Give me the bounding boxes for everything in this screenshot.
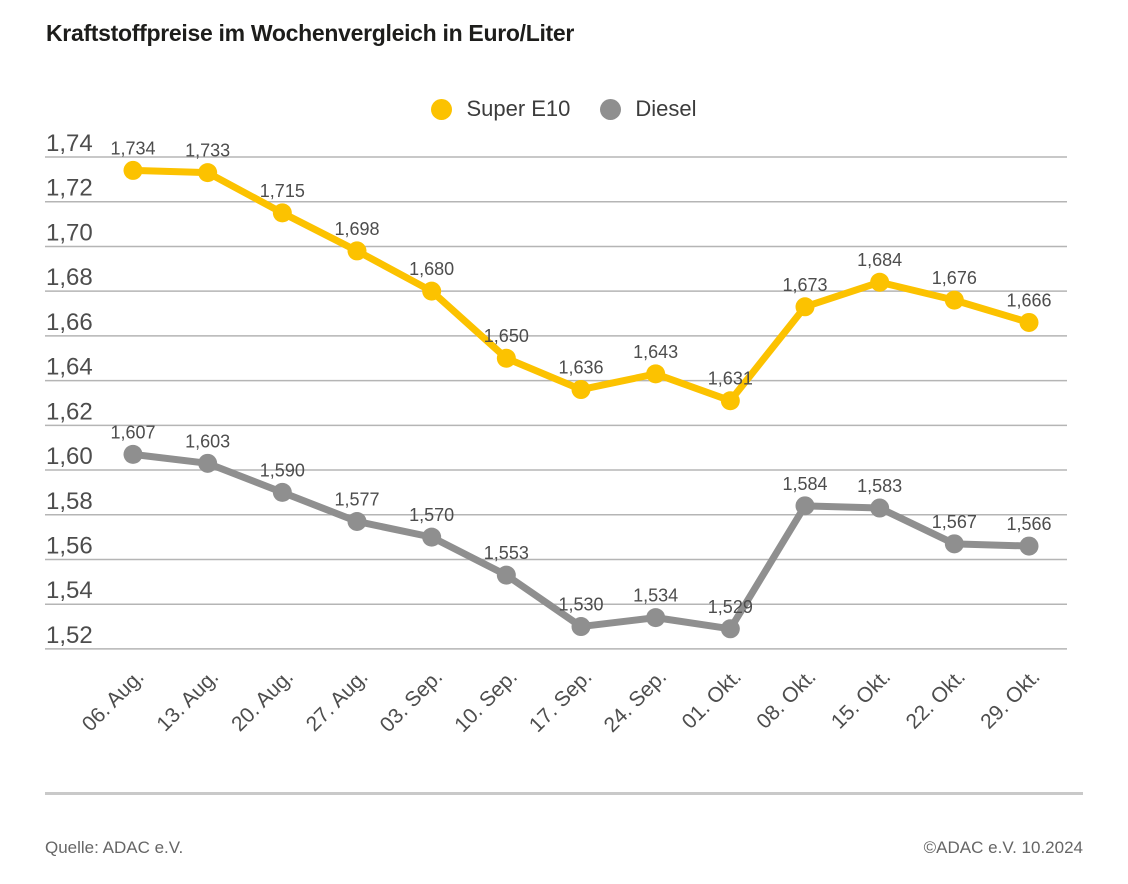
x-axis-tick-label: 15. Okt. xyxy=(827,665,895,733)
data-point-marker xyxy=(795,496,815,516)
x-axis-tick-label: 13. Aug. xyxy=(152,665,223,736)
x-axis-tick-label: 03. Sep. xyxy=(376,665,448,737)
data-point-marker xyxy=(944,534,964,554)
data-point-label: 1,530 xyxy=(558,595,603,615)
data-point-label: 1,566 xyxy=(1006,514,1051,534)
data-point-label: 1,529 xyxy=(708,597,753,617)
data-point-marker xyxy=(571,380,591,400)
data-point-label: 1,583 xyxy=(857,476,902,496)
y-axis-tick-label: 1,56 xyxy=(46,532,93,559)
data-point-label: 1,734 xyxy=(110,138,155,158)
data-point-marker xyxy=(272,203,292,223)
x-axis-tick-label: 24. Sep. xyxy=(600,665,672,737)
data-point-label: 1,553 xyxy=(484,543,529,563)
page-title: Kraftstoffpreise im Wochenvergleich in E… xyxy=(46,20,575,46)
data-point-marker xyxy=(646,364,666,384)
data-point-marker xyxy=(198,453,218,473)
data-point-marker xyxy=(272,482,292,502)
legend-item-diesel: Diesel xyxy=(600,96,697,122)
data-point-label: 1,666 xyxy=(1006,290,1051,310)
fuel-price-line-chart: 1,74 1,72 1,70 1,68 1,66 1,64 1,62 1,60 1,58 1,56… xyxy=(45,130,1067,737)
data-point-marker xyxy=(123,160,143,180)
data-point-marker xyxy=(198,163,218,183)
x-axis-tick-label: 29. Okt. xyxy=(976,665,1044,733)
y-axis-tick-label: 1,72 xyxy=(46,175,93,202)
source-text: Quelle: ADAC e.V. xyxy=(45,838,184,857)
chart-legend: Super E10 Diesel xyxy=(0,96,1128,122)
data-point-marker xyxy=(347,511,367,531)
y-axis-tick-label: 1,54 xyxy=(46,577,93,604)
x-axis-tick-label: 08. Okt. xyxy=(752,665,820,733)
data-point-marker xyxy=(870,498,890,518)
data-point-marker xyxy=(496,565,516,585)
legend-item-super-e10: Super E10 xyxy=(431,96,570,122)
data-point-marker xyxy=(422,281,442,301)
data-point-marker xyxy=(1019,312,1039,332)
legend-diesel-dot-icon xyxy=(600,98,622,120)
y-axis-tick-label: 1,60 xyxy=(46,443,93,470)
data-point-marker xyxy=(123,444,143,464)
x-axis-tick-label: 22. Okt. xyxy=(902,665,970,733)
copyright-text: ©ADAC e.V. 10.2024 xyxy=(923,838,1083,857)
data-point-label: 1,631 xyxy=(708,369,753,389)
legend-super-e10-dot-icon xyxy=(431,98,453,120)
data-point-marker xyxy=(944,290,964,310)
y-axis-tick-label: 1,66 xyxy=(46,309,93,336)
data-point-label: 1,673 xyxy=(782,275,827,295)
data-point-label: 1,698 xyxy=(334,219,379,239)
y-axis-tick-label: 1,62 xyxy=(46,398,93,425)
footer: Quelle: ADAC e.V. ©ADAC e.V. 10.2024 xyxy=(45,838,1083,858)
x-axis-tick-label: 01. Okt. xyxy=(678,665,746,733)
data-point-marker xyxy=(720,619,740,639)
footer-divider xyxy=(45,792,1083,795)
data-point-label: 1,607 xyxy=(110,422,155,442)
data-point-marker xyxy=(795,297,815,317)
data-point-label: 1,676 xyxy=(932,268,977,288)
y-axis-tick-label: 1,74 xyxy=(46,130,93,157)
x-axis-tick-label: 27. Aug. xyxy=(302,665,373,736)
legend-diesel-label: Diesel xyxy=(635,96,697,121)
data-point-label: 1,570 xyxy=(409,505,454,525)
data-point-label: 1,650 xyxy=(484,326,529,346)
legend-super-e10-label: Super E10 xyxy=(466,96,571,121)
y-axis-tick-label: 1,58 xyxy=(46,488,93,515)
data-point-marker xyxy=(1019,536,1039,556)
data-point-label: 1,534 xyxy=(633,586,678,606)
data-point-label: 1,643 xyxy=(633,342,678,362)
data-point-label: 1,684 xyxy=(857,250,902,270)
y-axis-tick-label: 1,70 xyxy=(46,219,93,246)
data-point-label: 1,577 xyxy=(334,489,379,509)
y-axis-tick-label: 1,64 xyxy=(46,354,93,381)
data-point-label: 1,603 xyxy=(185,431,230,451)
data-point-label: 1,680 xyxy=(409,259,454,279)
x-axis-tick-label: 17. Sep. xyxy=(525,665,597,737)
data-point-label: 1,584 xyxy=(782,474,827,494)
data-point-marker xyxy=(422,527,442,547)
data-point-marker xyxy=(347,241,367,261)
x-axis-tick-label: 20. Aug. xyxy=(227,665,298,736)
y-axis-tick-label: 1,68 xyxy=(46,264,93,291)
data-point-label: 1,636 xyxy=(558,358,603,378)
data-point-marker xyxy=(870,272,890,292)
data-point-marker xyxy=(646,608,666,628)
data-point-label: 1,715 xyxy=(260,181,305,201)
data-point-label: 1,733 xyxy=(185,141,230,161)
y-axis-tick-label: 1,52 xyxy=(46,622,93,649)
x-axis-tick-label: 06. Aug. xyxy=(78,665,149,736)
data-point-marker xyxy=(720,391,740,411)
x-axis-tick-label: 10. Sep. xyxy=(450,665,522,737)
data-point-label: 1,567 xyxy=(932,512,977,532)
data-point-label: 1,590 xyxy=(260,460,305,480)
data-point-marker xyxy=(496,348,516,368)
data-point-marker xyxy=(571,617,591,637)
